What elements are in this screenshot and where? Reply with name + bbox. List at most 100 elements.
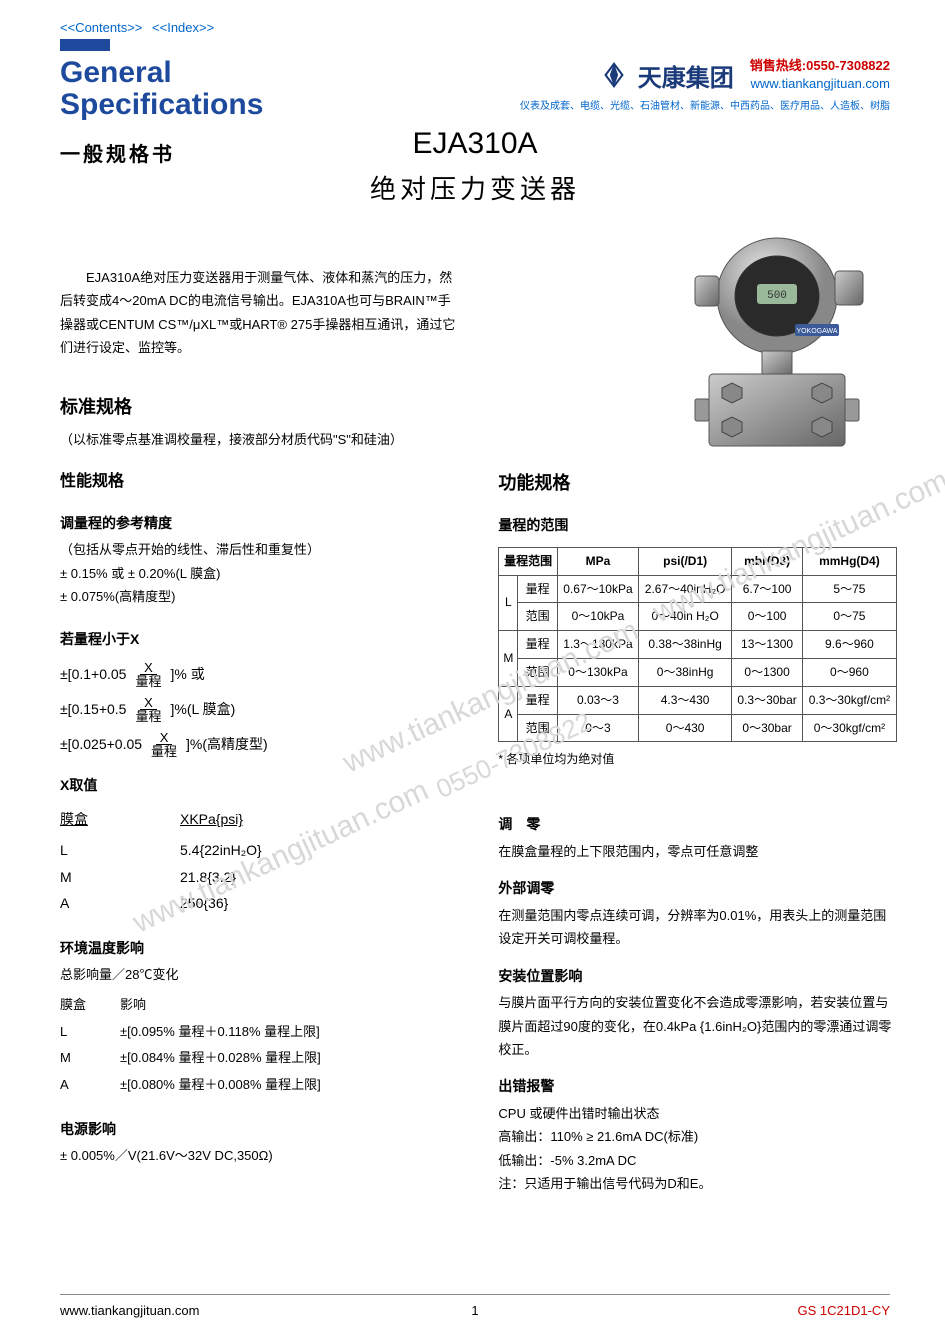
- nav-links: <<Contents>> <<Index>>: [60, 20, 890, 35]
- alarm-p1: CPU 或硬件出错时输出状态: [498, 1102, 896, 1125]
- temp-cell: ±[0.095% 量程＋0.118% 量程上限]: [120, 1020, 320, 1045]
- frac-1: X量程: [131, 661, 165, 688]
- alarm-p2: 高输出：110% ≥ 21.6mA DC(标准): [498, 1125, 896, 1148]
- temp-row: L±[0.095% 量程＋0.118% 量程上限]: [60, 1020, 458, 1045]
- th: psi(/D1): [639, 547, 732, 575]
- logo-row: 天康集团 销售热线:0550-7308822 www.tiankangjitua…: [520, 57, 890, 93]
- product-image: 500 YOKOGAWA: [647, 216, 907, 476]
- ext-zero-heading: 外部调零: [498, 875, 896, 902]
- zero-para: 在膜盒量程的上下限范围内，零点可任意调整: [498, 840, 896, 863]
- perf-spec-heading: 性能规格: [60, 467, 458, 497]
- td: 量程: [518, 631, 557, 659]
- left-column: EJA310A绝对压力变送器用于测量气体、液体和蒸汽的压力，然后转变成4～20m…: [60, 266, 458, 1195]
- frac-den: 量程: [131, 710, 165, 723]
- index-link[interactable]: <<Index>>: [152, 20, 214, 35]
- td: L: [499, 575, 518, 631]
- svg-text:500: 500: [767, 290, 787, 302]
- xval-cell: 5.4{22inH₂O}: [180, 837, 262, 864]
- title-cn: 一般规格书: [60, 138, 263, 167]
- temp-hdr-c1: 膜盒: [60, 993, 120, 1018]
- svg-text:YOKOGAWA: YOKOGAWA: [796, 328, 837, 335]
- temp-row: M±[0.084% 量程＋0.028% 量程上限]: [60, 1046, 458, 1071]
- header-left: General Specifications 一般规格书: [60, 57, 263, 167]
- td: 范围: [518, 714, 557, 742]
- hotline-number: 0550-7308822: [806, 58, 890, 73]
- range-lt-heading: 若量程小于X: [60, 626, 458, 653]
- alarm-heading: 出错报警: [498, 1073, 896, 1100]
- xval-cell: A: [60, 890, 180, 917]
- td: 4.3～430: [639, 686, 732, 714]
- range-heading: 量程的范围: [498, 512, 896, 539]
- std-spec-note: （以标准零点基准调校量程，接液部分材质代码"S"和硅油）: [60, 428, 458, 451]
- xval-cell: 21.8{3.2}: [180, 864, 236, 891]
- td: 0～38inHg: [639, 658, 732, 686]
- td: 0～960: [803, 658, 897, 686]
- alarm-p4: 注：只适用于输出信号代码为D和E。: [498, 1172, 896, 1195]
- temp-table: 膜盒影响 L±[0.095% 量程＋0.118% 量程上限] M±[0.084%…: [60, 993, 458, 1098]
- frac-den: 量程: [147, 745, 181, 758]
- f1-pre: ±[0.1+0.05: [60, 661, 126, 688]
- blue-bar: [60, 39, 110, 51]
- td: 范围: [518, 603, 557, 631]
- page: <<Contents>> <<Index>> General Specifica…: [0, 0, 945, 1338]
- tagline: 仪表及成套、电缆、光缆、石油管材、新能源、中西药品、医疗用品、人造板、树脂: [520, 97, 890, 112]
- td: 0～40in H₂O: [639, 603, 732, 631]
- table-row: L量程0.67～10kPa2.67～40inH₂O6.7～1005～75: [499, 575, 896, 603]
- td: A: [499, 686, 518, 742]
- td: 0.67～10kPa: [557, 575, 638, 603]
- temp-hdr-c2: 影响: [120, 993, 146, 1018]
- right-body: 功能规格 量程的范围 量程范围 MPa psi(/D1) mbr(D3) mmH…: [498, 466, 896, 1195]
- footer-site[interactable]: www.tiankangjituan.com: [60, 1303, 199, 1318]
- xval-row: M21.8{3.2}: [60, 864, 458, 891]
- xval-cell: L: [60, 837, 180, 864]
- td: 0～30kgf/cm²: [803, 714, 897, 742]
- xval-table: 膜盒XKPa{psi} L5.4{22inH₂O} M21.8{3.2} A25…: [60, 806, 458, 916]
- td: 0～10kPa: [557, 603, 638, 631]
- th: MPa: [557, 547, 638, 575]
- td: 0～1300: [732, 658, 803, 686]
- temp-cell: ±[0.084% 量程＋0.028% 量程上限]: [120, 1046, 321, 1071]
- th: 量程范围: [499, 547, 557, 575]
- table-row: 范围0～130kPa0～38inHg0～13000～960: [499, 658, 896, 686]
- temp-heading: 环境温度影响: [60, 935, 458, 962]
- range-note: * 各项单位均为绝对值: [498, 748, 896, 771]
- power-heading: 电源影响: [60, 1116, 458, 1143]
- td: 0.3～30kgf/cm²: [803, 686, 897, 714]
- title-en-1: General: [60, 57, 263, 89]
- frac-2: X量程: [131, 696, 165, 723]
- website[interactable]: www.tiankangjituan.com: [750, 75, 890, 93]
- td: 0～30bar: [732, 714, 803, 742]
- td: 0.03～3: [557, 686, 638, 714]
- td: 范围: [518, 658, 557, 686]
- intro: EJA310A绝对压力变送器用于测量气体、液体和蒸汽的压力，然后转变成4～20m…: [60, 266, 458, 360]
- power-value: ± 0.005%／V(21.6V～32V DC,350Ω): [60, 1144, 458, 1167]
- table-row: 范围0～10kPa0～40in H₂O0～1000～75: [499, 603, 896, 631]
- right-column: 500 YOKOGAWA: [498, 266, 896, 1195]
- ref-acc-note: （包括从零点开始的线性、滞后性和重复性）: [60, 538, 458, 561]
- formula-1: ±[0.1+0.05 X量程 ]% 或: [60, 661, 458, 688]
- frac-num: X: [156, 731, 173, 745]
- td: 5～75: [803, 575, 897, 603]
- td: 量程: [518, 575, 557, 603]
- xval-row: A250{36}: [60, 890, 458, 917]
- title-en-2: Specifications: [60, 89, 263, 121]
- td: 0～430: [639, 714, 732, 742]
- header-right: 天康集团 销售热线:0550-7308822 www.tiankangjitua…: [520, 57, 890, 112]
- footer: www.tiankangjituan.com 1 GS 1C21D1-CY: [60, 1294, 890, 1318]
- ref-acc-l2: ± 0.075%(高精度型): [60, 585, 458, 608]
- xval-cell: 250{36}: [180, 890, 228, 917]
- f2-suf: ]%(L 膜盒): [170, 696, 235, 723]
- temp-cell: ±[0.080% 量程＋0.008% 量程上限]: [120, 1073, 321, 1098]
- formula-2: ±[0.15+0.5 X量程 ]%(L 膜盒): [60, 696, 458, 723]
- alarm-p3: 低输出：-5% 3.2mA DC: [498, 1149, 896, 1172]
- frac-num: X: [140, 696, 157, 710]
- contents-link[interactable]: <<Contents>>: [60, 20, 142, 35]
- td: 0～3: [557, 714, 638, 742]
- ref-acc-heading: 调量程的参考精度: [60, 510, 458, 537]
- logo-text: 天康集团: [638, 58, 734, 93]
- xval-hdr-c2: XKPa{psi}: [180, 806, 243, 833]
- mount-para: 与膜片面平行方向的安装位置变化不会造成零漂影响，若安装位置与膜片面超过90度的变…: [498, 991, 896, 1061]
- product-name: 绝对压力变送器: [60, 169, 890, 206]
- xval-row: L5.4{22inH₂O}: [60, 837, 458, 864]
- td: 量程: [518, 686, 557, 714]
